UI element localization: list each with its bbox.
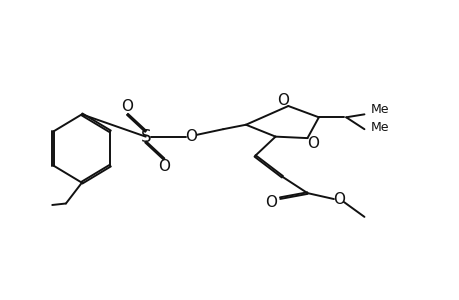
- Text: Me: Me: [370, 103, 389, 116]
- Text: O: O: [333, 191, 345, 206]
- Text: O: O: [264, 194, 276, 209]
- Text: O: O: [157, 159, 169, 174]
- Text: O: O: [185, 129, 197, 144]
- Text: O: O: [276, 93, 288, 108]
- Text: S: S: [140, 128, 151, 146]
- Text: O: O: [306, 136, 318, 151]
- Text: O: O: [121, 99, 133, 114]
- Text: Me: Me: [370, 121, 389, 134]
